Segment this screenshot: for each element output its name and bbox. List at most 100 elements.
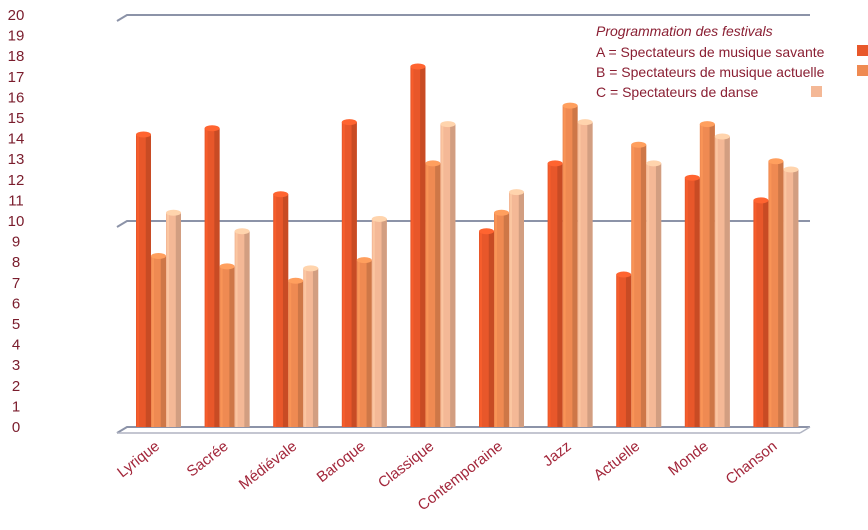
legend-entry-b: B = Spectateurs de musique actuelle xyxy=(596,64,825,80)
bar-top xyxy=(547,160,563,167)
bar xyxy=(562,102,578,427)
y-tick-label: 11 xyxy=(8,192,24,209)
legend-entry-a: A = Spectateurs de musique savante xyxy=(596,44,825,60)
bar-shade xyxy=(435,163,441,427)
bar-shade xyxy=(450,124,456,428)
bar-highlight xyxy=(152,256,154,427)
bar-shade xyxy=(518,192,524,427)
y-tick-label: 0 xyxy=(12,419,20,436)
bar-highlight xyxy=(617,274,620,427)
legend-title: Programmation des festivals xyxy=(596,23,773,39)
y-tick-label: 13 xyxy=(8,151,25,168)
bar-shade xyxy=(366,260,372,427)
bar-highlight xyxy=(769,161,772,427)
bar-top xyxy=(410,63,426,70)
bar-highlight xyxy=(372,218,375,427)
category-label: Actuelle xyxy=(591,438,644,484)
y-tick-label: 6 xyxy=(12,295,20,312)
y-tick-label: 5 xyxy=(12,316,20,333)
bar-highlight xyxy=(426,163,429,427)
bar-shade xyxy=(297,280,304,427)
bar-highlight xyxy=(647,163,650,427)
bar xyxy=(204,125,220,428)
bar-highlight xyxy=(274,194,277,427)
y-tick-label: 7 xyxy=(12,275,20,292)
bar xyxy=(440,121,456,428)
bar-top xyxy=(479,228,494,235)
bar-top xyxy=(356,257,372,264)
bar-top xyxy=(768,158,784,165)
bar xyxy=(684,174,700,427)
bar-shade xyxy=(488,231,494,427)
bar-highlight xyxy=(342,122,345,428)
bar-shade xyxy=(229,266,235,427)
bar-shade xyxy=(709,124,715,428)
bar xyxy=(753,197,769,427)
bar-highlight xyxy=(754,200,757,427)
bar-top xyxy=(136,131,151,138)
bar-shade xyxy=(160,256,166,427)
category-label: Baroque xyxy=(314,438,369,486)
bar-highlight xyxy=(784,169,787,427)
category-label: Chanson xyxy=(723,438,781,488)
y-tick-label: 9 xyxy=(12,234,20,251)
bar-top xyxy=(341,119,357,126)
gridline xyxy=(116,14,810,22)
bar-shade xyxy=(694,177,700,427)
bar-top xyxy=(509,189,524,196)
y-tick-label: 4 xyxy=(12,337,20,354)
bar-top xyxy=(753,197,769,204)
bar-highlight xyxy=(411,66,414,427)
y-tick-label: 16 xyxy=(8,89,25,106)
legend: Programmation des festivals A = Spectate… xyxy=(596,23,868,100)
bar-shade xyxy=(587,122,593,428)
bar-shade xyxy=(778,161,784,427)
bar-top xyxy=(151,253,166,260)
y-tick-label: 20 xyxy=(8,7,25,24)
y-tick-label: 14 xyxy=(8,131,25,148)
bar-top xyxy=(494,209,509,216)
category-label: Jazz xyxy=(540,438,575,470)
y-tick-label: 1 xyxy=(12,398,20,415)
bar-shade xyxy=(625,274,632,427)
legend-swatch xyxy=(857,65,868,76)
bar xyxy=(425,160,441,427)
bar-shade xyxy=(793,169,799,427)
bar-top xyxy=(234,228,250,235)
bar xyxy=(631,141,647,427)
bar xyxy=(273,191,289,427)
bar-top xyxy=(562,102,578,109)
bar-top xyxy=(783,166,799,173)
bar-shade xyxy=(420,66,426,427)
bar-top xyxy=(303,265,319,272)
bar-highlight xyxy=(357,260,360,427)
bar-top xyxy=(371,215,387,222)
bar-shade xyxy=(282,194,289,427)
bars xyxy=(136,63,799,428)
bar-shade xyxy=(724,136,730,428)
bar-top xyxy=(699,121,715,128)
bar xyxy=(234,228,250,427)
bar xyxy=(714,133,730,428)
bar-shade xyxy=(175,212,181,427)
y-tick-label: 18 xyxy=(8,48,25,65)
bar xyxy=(288,277,304,427)
bar-shade xyxy=(312,268,319,427)
bar xyxy=(577,119,593,428)
bar-highlight xyxy=(167,212,169,427)
bar-highlight xyxy=(563,105,566,427)
bar xyxy=(509,189,524,427)
bar-highlight xyxy=(480,231,482,427)
bar-top xyxy=(273,191,289,198)
bar-shade xyxy=(572,105,578,427)
category-label: Sacrée xyxy=(184,438,232,481)
bar xyxy=(646,160,662,427)
bar xyxy=(479,228,494,427)
bar-highlight xyxy=(632,144,635,427)
bar-top xyxy=(204,125,220,132)
bar xyxy=(151,253,166,427)
legend-swatch xyxy=(857,45,868,56)
y-tick-label: 19 xyxy=(8,28,25,45)
bar-shade xyxy=(145,134,151,428)
